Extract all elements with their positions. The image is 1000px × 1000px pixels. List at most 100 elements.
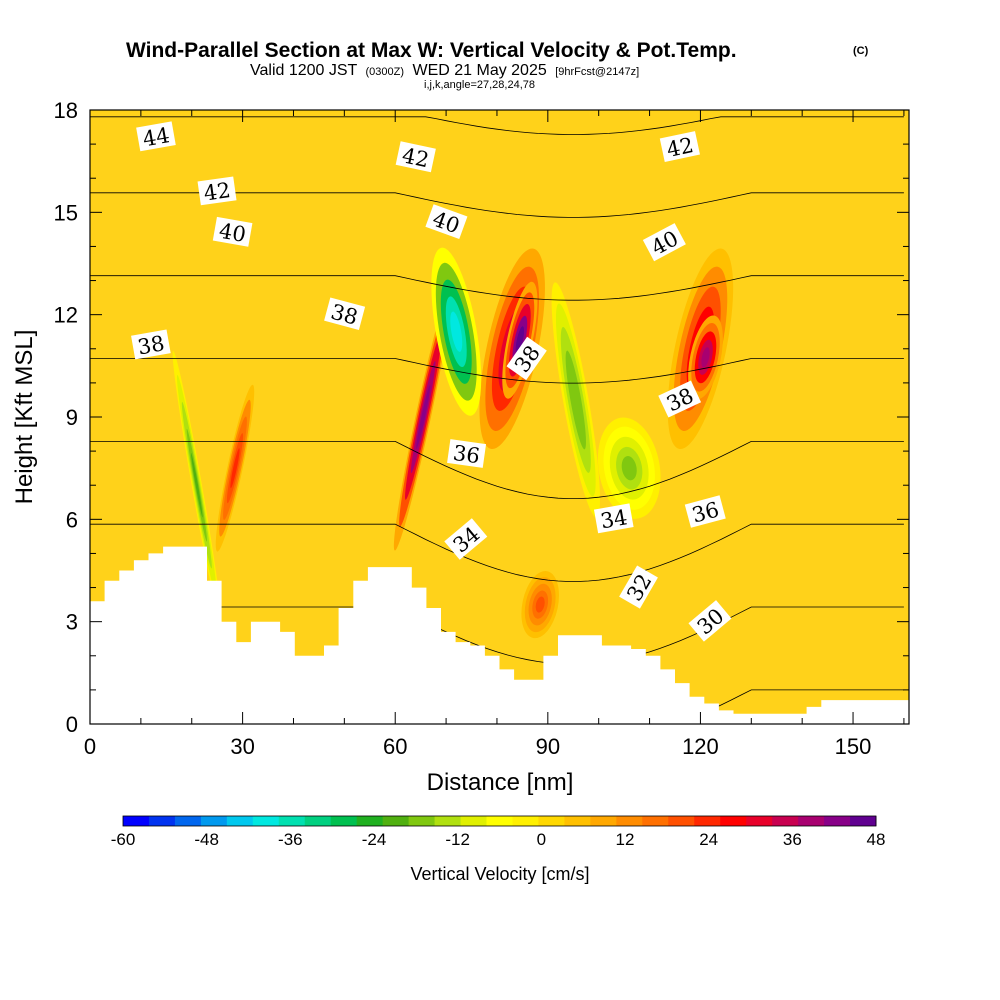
contour-label-bg: [131, 329, 171, 360]
contour-label-bg: [593, 503, 634, 534]
colorbar-swatch: [694, 816, 721, 826]
colorbar-swatch: [512, 816, 539, 826]
contour-label-bg: [444, 518, 488, 560]
colorbar-tick-label: -60: [111, 830, 136, 849]
colorbar-swatch: [304, 816, 332, 826]
colorbar-tick-label: 36: [783, 830, 802, 849]
colorbar-swatch: [824, 816, 851, 826]
contour-label-text: 34: [599, 505, 629, 533]
contour-label-bg: [425, 204, 468, 240]
colorbar-swatch: [798, 816, 825, 826]
colorbar-swatch: [408, 816, 436, 826]
contour-label-bg: [136, 121, 176, 152]
colorbar-tick-label: 12: [616, 830, 635, 849]
colorbar-swatch: [434, 816, 462, 826]
x-tick-label: 60: [383, 734, 407, 759]
colorbar-swatch: [772, 816, 799, 826]
contour-label-bg: [197, 176, 237, 206]
contour-label-bg: [684, 495, 726, 528]
contour-label-text: 40: [217, 219, 247, 247]
contour-36: [90, 441, 904, 499]
velocity-cell-1-level-4: [515, 326, 525, 355]
colorbar-swatch: [460, 816, 488, 826]
colorbar-swatch: [590, 816, 617, 826]
x-tick-label: 30: [230, 734, 254, 759]
y-tick-label: 6: [66, 507, 78, 532]
colorbar-swatch: [668, 816, 695, 826]
x-tick-label: 90: [536, 734, 560, 759]
contour-label-13: 34: [444, 518, 488, 560]
subtitle-forecast: [9hrFcst@2147z]: [555, 66, 639, 78]
colorbar-tick-label: 0: [537, 830, 546, 849]
colorbar-tick-label: -48: [194, 830, 219, 849]
colorbar-swatch: [564, 816, 591, 826]
colorbar-swatch: [330, 816, 358, 826]
contour-label-0: 44: [136, 121, 176, 152]
chart-title-mark: (C): [853, 45, 869, 57]
contour-34: [90, 523, 904, 582]
contour-label-bg: [212, 216, 253, 247]
colorbar-tick-label: -36: [278, 830, 303, 849]
vertical-velocity-field: [172, 247, 734, 639]
contour-label-11: 36: [447, 439, 487, 468]
colorbar-tick-label: 24: [699, 830, 718, 849]
contour-label-5: 40: [212, 216, 253, 247]
colorbar-swatch: [200, 816, 228, 826]
velocity-cell-8-level-4: [569, 371, 582, 429]
contour-label-bg: [447, 439, 487, 468]
colorbar-tick-label: 48: [867, 830, 886, 849]
contour-label-1: 42: [197, 176, 237, 206]
subtitle-date: WED 21 May 2025: [412, 62, 546, 79]
colorbar-swatch: [720, 816, 747, 826]
contour-label-text: 42: [665, 133, 696, 162]
contour-label-text: 38: [136, 331, 166, 359]
velocity-cell-4-level-4: [701, 347, 710, 368]
colorbar-title: Vertical Velocity [cm/s]: [410, 864, 589, 884]
y-tick-label: 15: [54, 200, 78, 225]
velocity-cell-7-level-4: [230, 448, 240, 489]
contour-44: [90, 116, 904, 135]
y-tick-label: 0: [66, 712, 78, 737]
velocity-cell-10-level-4: [535, 596, 545, 613]
subtitle-indices: i,j,k,angle=27,28,24,78: [424, 79, 535, 91]
colorbar-swatch: [538, 816, 565, 826]
contour-label-text: 42: [400, 143, 431, 172]
contour-label-bg: [642, 223, 686, 262]
contour-label-bg: [658, 380, 702, 418]
velocity-cell-5-level-4: [450, 311, 463, 352]
colorbar-frame: [122, 815, 877, 827]
y-axis-label: Height [Kft MSL]: [11, 330, 38, 505]
x-axis-label: Distance [nm]: [427, 769, 574, 796]
velocity-cell-2-level-4: [416, 384, 431, 450]
velocity-cell-9-level-4: [621, 456, 637, 481]
y-tick-label: 3: [66, 610, 78, 635]
terrain-mask: [90, 546, 909, 724]
y-tick-label: 9: [66, 405, 78, 430]
colorbar: -60 -48 -36 -24 -12 0 12 24 36 48: [111, 815, 886, 849]
contour-32: [90, 606, 904, 665]
chart-title: Wind-Parallel Section at Max W: Vertical…: [126, 39, 737, 62]
colorbar-swatch: [616, 816, 643, 826]
colorbar-swatch: [642, 816, 669, 826]
colorbar-swatch: [148, 816, 176, 826]
contour-40: [90, 275, 904, 301]
colorbar-tick-label: -24: [362, 830, 387, 849]
velocity-cell-6-level-4: [191, 452, 203, 518]
subtitle-utc: (0300Z): [365, 66, 404, 78]
colorbar-swatch: [382, 816, 410, 826]
colorbar-swatch: [123, 816, 150, 826]
colorbar-tick-label: -12: [445, 830, 470, 849]
contour-label-text: 36: [452, 441, 482, 468]
contour-label-8: 38: [131, 329, 171, 360]
contour-38: [90, 358, 904, 384]
contour-label-14: 34: [593, 503, 634, 534]
y-tick-label: 18: [54, 98, 78, 123]
contour-label-text: 44: [141, 123, 171, 151]
contour-label-bg: [659, 131, 700, 163]
x-tick-label: 150: [835, 734, 872, 759]
contour-label-bg: [324, 297, 366, 330]
contour-label-bg: [506, 336, 547, 381]
